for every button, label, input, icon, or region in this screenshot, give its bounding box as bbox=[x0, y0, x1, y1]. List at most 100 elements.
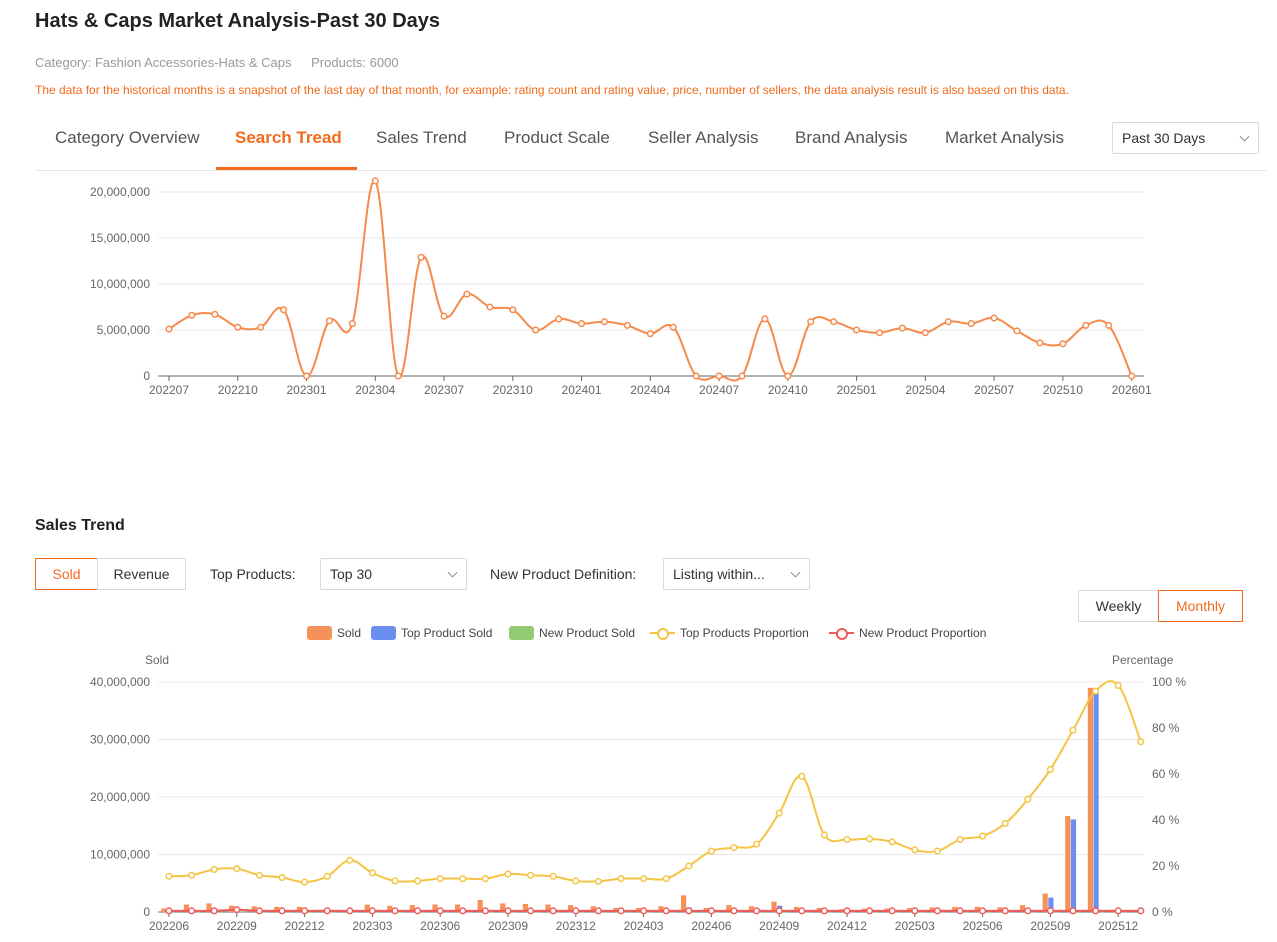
sold-bar bbox=[748, 906, 754, 912]
top-products-proportion-point bbox=[572, 877, 580, 885]
search-point bbox=[509, 306, 517, 314]
legend-top-product-sold[interactable]: Top Product Sold bbox=[371, 626, 492, 640]
tab-search-tread[interactable]: Search Tread bbox=[235, 128, 342, 147]
x-tick-label: 202503 bbox=[895, 919, 935, 933]
x-tick-label: 202212 bbox=[285, 919, 325, 933]
new-product-sold-bar bbox=[963, 911, 969, 913]
period-select[interactable]: Past 30 Days bbox=[1112, 122, 1259, 154]
search-point bbox=[784, 372, 792, 380]
search-point bbox=[486, 303, 494, 311]
tab-market-analysis[interactable]: Market Analysis bbox=[945, 128, 1065, 147]
new-product-sold-bar bbox=[579, 911, 585, 913]
top-products-proportion-point bbox=[414, 877, 422, 885]
search-point bbox=[761, 315, 769, 323]
top-products-proportion-point bbox=[775, 809, 783, 817]
search-point bbox=[1013, 327, 1021, 335]
legend-sold[interactable]: Sold bbox=[307, 626, 361, 640]
tab-seller-analysis[interactable]: Seller Analysis bbox=[648, 128, 759, 147]
new-product-sold-bar bbox=[805, 911, 811, 913]
new-product-proportion-point bbox=[911, 907, 919, 915]
top-product-sold-bar bbox=[1070, 819, 1077, 912]
new-product-proportion-point bbox=[549, 907, 557, 915]
tab-category-overview[interactable]: Category Overview bbox=[55, 128, 200, 147]
x-tick-label: 202407 bbox=[699, 383, 739, 397]
top-products-proportion-point bbox=[866, 835, 874, 843]
new-product-sold-bar bbox=[534, 911, 540, 913]
new-product-sold-bar bbox=[398, 911, 404, 913]
search-point bbox=[1082, 321, 1090, 329]
x-tick-label: 202401 bbox=[562, 383, 602, 397]
top-products-proportion-point bbox=[911, 846, 919, 854]
legend-new-prop-label: New Product Proportion bbox=[859, 626, 987, 640]
legend-new-product-proportion[interactable]: New Product Proportion bbox=[829, 626, 986, 640]
new-product-sold-bar bbox=[1031, 911, 1037, 913]
y-tick-label: 10,000,000 bbox=[90, 848, 150, 862]
search-point bbox=[944, 318, 952, 326]
legend-top-products-proportion[interactable]: Top Products Proportion bbox=[650, 626, 809, 640]
x-tick-label: 202404 bbox=[630, 383, 670, 397]
new-product-sold-bar bbox=[602, 911, 608, 913]
weekly-button[interactable]: Weekly bbox=[1078, 590, 1159, 622]
x-tick-label: 202210 bbox=[218, 383, 258, 397]
sold-bar bbox=[1042, 893, 1048, 912]
snapshot-notice: The data for the historical months is a … bbox=[35, 83, 1069, 97]
search-point bbox=[1105, 321, 1113, 329]
tab-product-scale[interactable]: Product Scale bbox=[504, 128, 610, 147]
tab-brand-analysis[interactable]: Brand Analysis bbox=[795, 128, 908, 147]
x-tick-label: 202509 bbox=[1030, 919, 1070, 933]
monthly-button[interactable]: Monthly bbox=[1158, 590, 1243, 622]
new-product-proportion-point bbox=[414, 907, 422, 915]
revenue-toggle-button[interactable]: Revenue bbox=[97, 558, 186, 590]
top-products-proportion-point bbox=[753, 840, 761, 848]
legend-new-product-sold[interactable]: New Product Sold bbox=[509, 626, 635, 640]
page-title: Hats & Caps Market Analysis-Past 30 Days bbox=[35, 10, 440, 32]
new-product-sold-bar bbox=[308, 911, 314, 913]
search-point bbox=[394, 372, 402, 380]
search-point bbox=[578, 320, 586, 328]
top-products-proportion-point bbox=[346, 856, 354, 864]
x-tick-label: 202409 bbox=[759, 919, 799, 933]
new-product-definition-select[interactable]: Listing within... bbox=[663, 558, 810, 590]
sold-toggle-button[interactable]: Sold bbox=[35, 558, 98, 590]
top-products-proportion-point bbox=[888, 838, 896, 846]
x-tick-label: 202601 bbox=[1112, 383, 1152, 397]
top-products-proportion-point bbox=[1137, 738, 1145, 746]
top-products-proportion-point bbox=[594, 877, 602, 885]
search-point bbox=[555, 315, 563, 323]
new-product-proportion-point bbox=[459, 907, 467, 915]
new-product-sold-bar bbox=[692, 911, 698, 913]
top-products-proportion-line bbox=[168, 680, 1142, 884]
top-products-select[interactable]: Top 30 bbox=[320, 558, 467, 590]
search-point bbox=[623, 321, 631, 329]
sold-bar bbox=[500, 903, 506, 912]
sold-bar bbox=[590, 906, 596, 912]
top-products-label: Top Products: bbox=[210, 566, 296, 582]
sales-trend-title: Sales Trend bbox=[35, 517, 125, 534]
legend-top-prop-label: Top Products Proportion bbox=[680, 626, 809, 640]
search-point bbox=[440, 312, 448, 320]
top-products-proportion-point bbox=[662, 875, 670, 883]
search-point bbox=[188, 311, 196, 319]
x-tick-label: 202306 bbox=[420, 919, 460, 933]
y-tick-label: 20,000,000 bbox=[90, 185, 150, 199]
new-product-sold-bar bbox=[172, 911, 178, 913]
x-tick-label: 202307 bbox=[424, 383, 464, 397]
top-products-proportion-point bbox=[843, 836, 851, 844]
new-product-sold-bar bbox=[986, 911, 992, 913]
top-products-proportion-point bbox=[481, 875, 489, 883]
search-point bbox=[875, 329, 884, 337]
new-product-sold-bar bbox=[760, 911, 766, 913]
sold-bar bbox=[296, 906, 302, 912]
search-point bbox=[325, 317, 333, 325]
y2-tick-label: 100 % bbox=[1152, 675, 1186, 689]
new-product-proportion-point bbox=[346, 907, 354, 915]
sold-bar bbox=[929, 907, 935, 912]
new-product-sold-bar bbox=[443, 911, 449, 913]
sold-bar bbox=[161, 908, 167, 912]
top-products-proportion-point bbox=[391, 877, 399, 885]
search-point bbox=[921, 329, 929, 337]
top-products-proportion-point bbox=[278, 873, 286, 882]
new-product-sold-bar bbox=[828, 911, 834, 913]
sold-bar bbox=[1087, 687, 1093, 912]
tab-sales-trend[interactable]: Sales Trend bbox=[376, 128, 467, 147]
